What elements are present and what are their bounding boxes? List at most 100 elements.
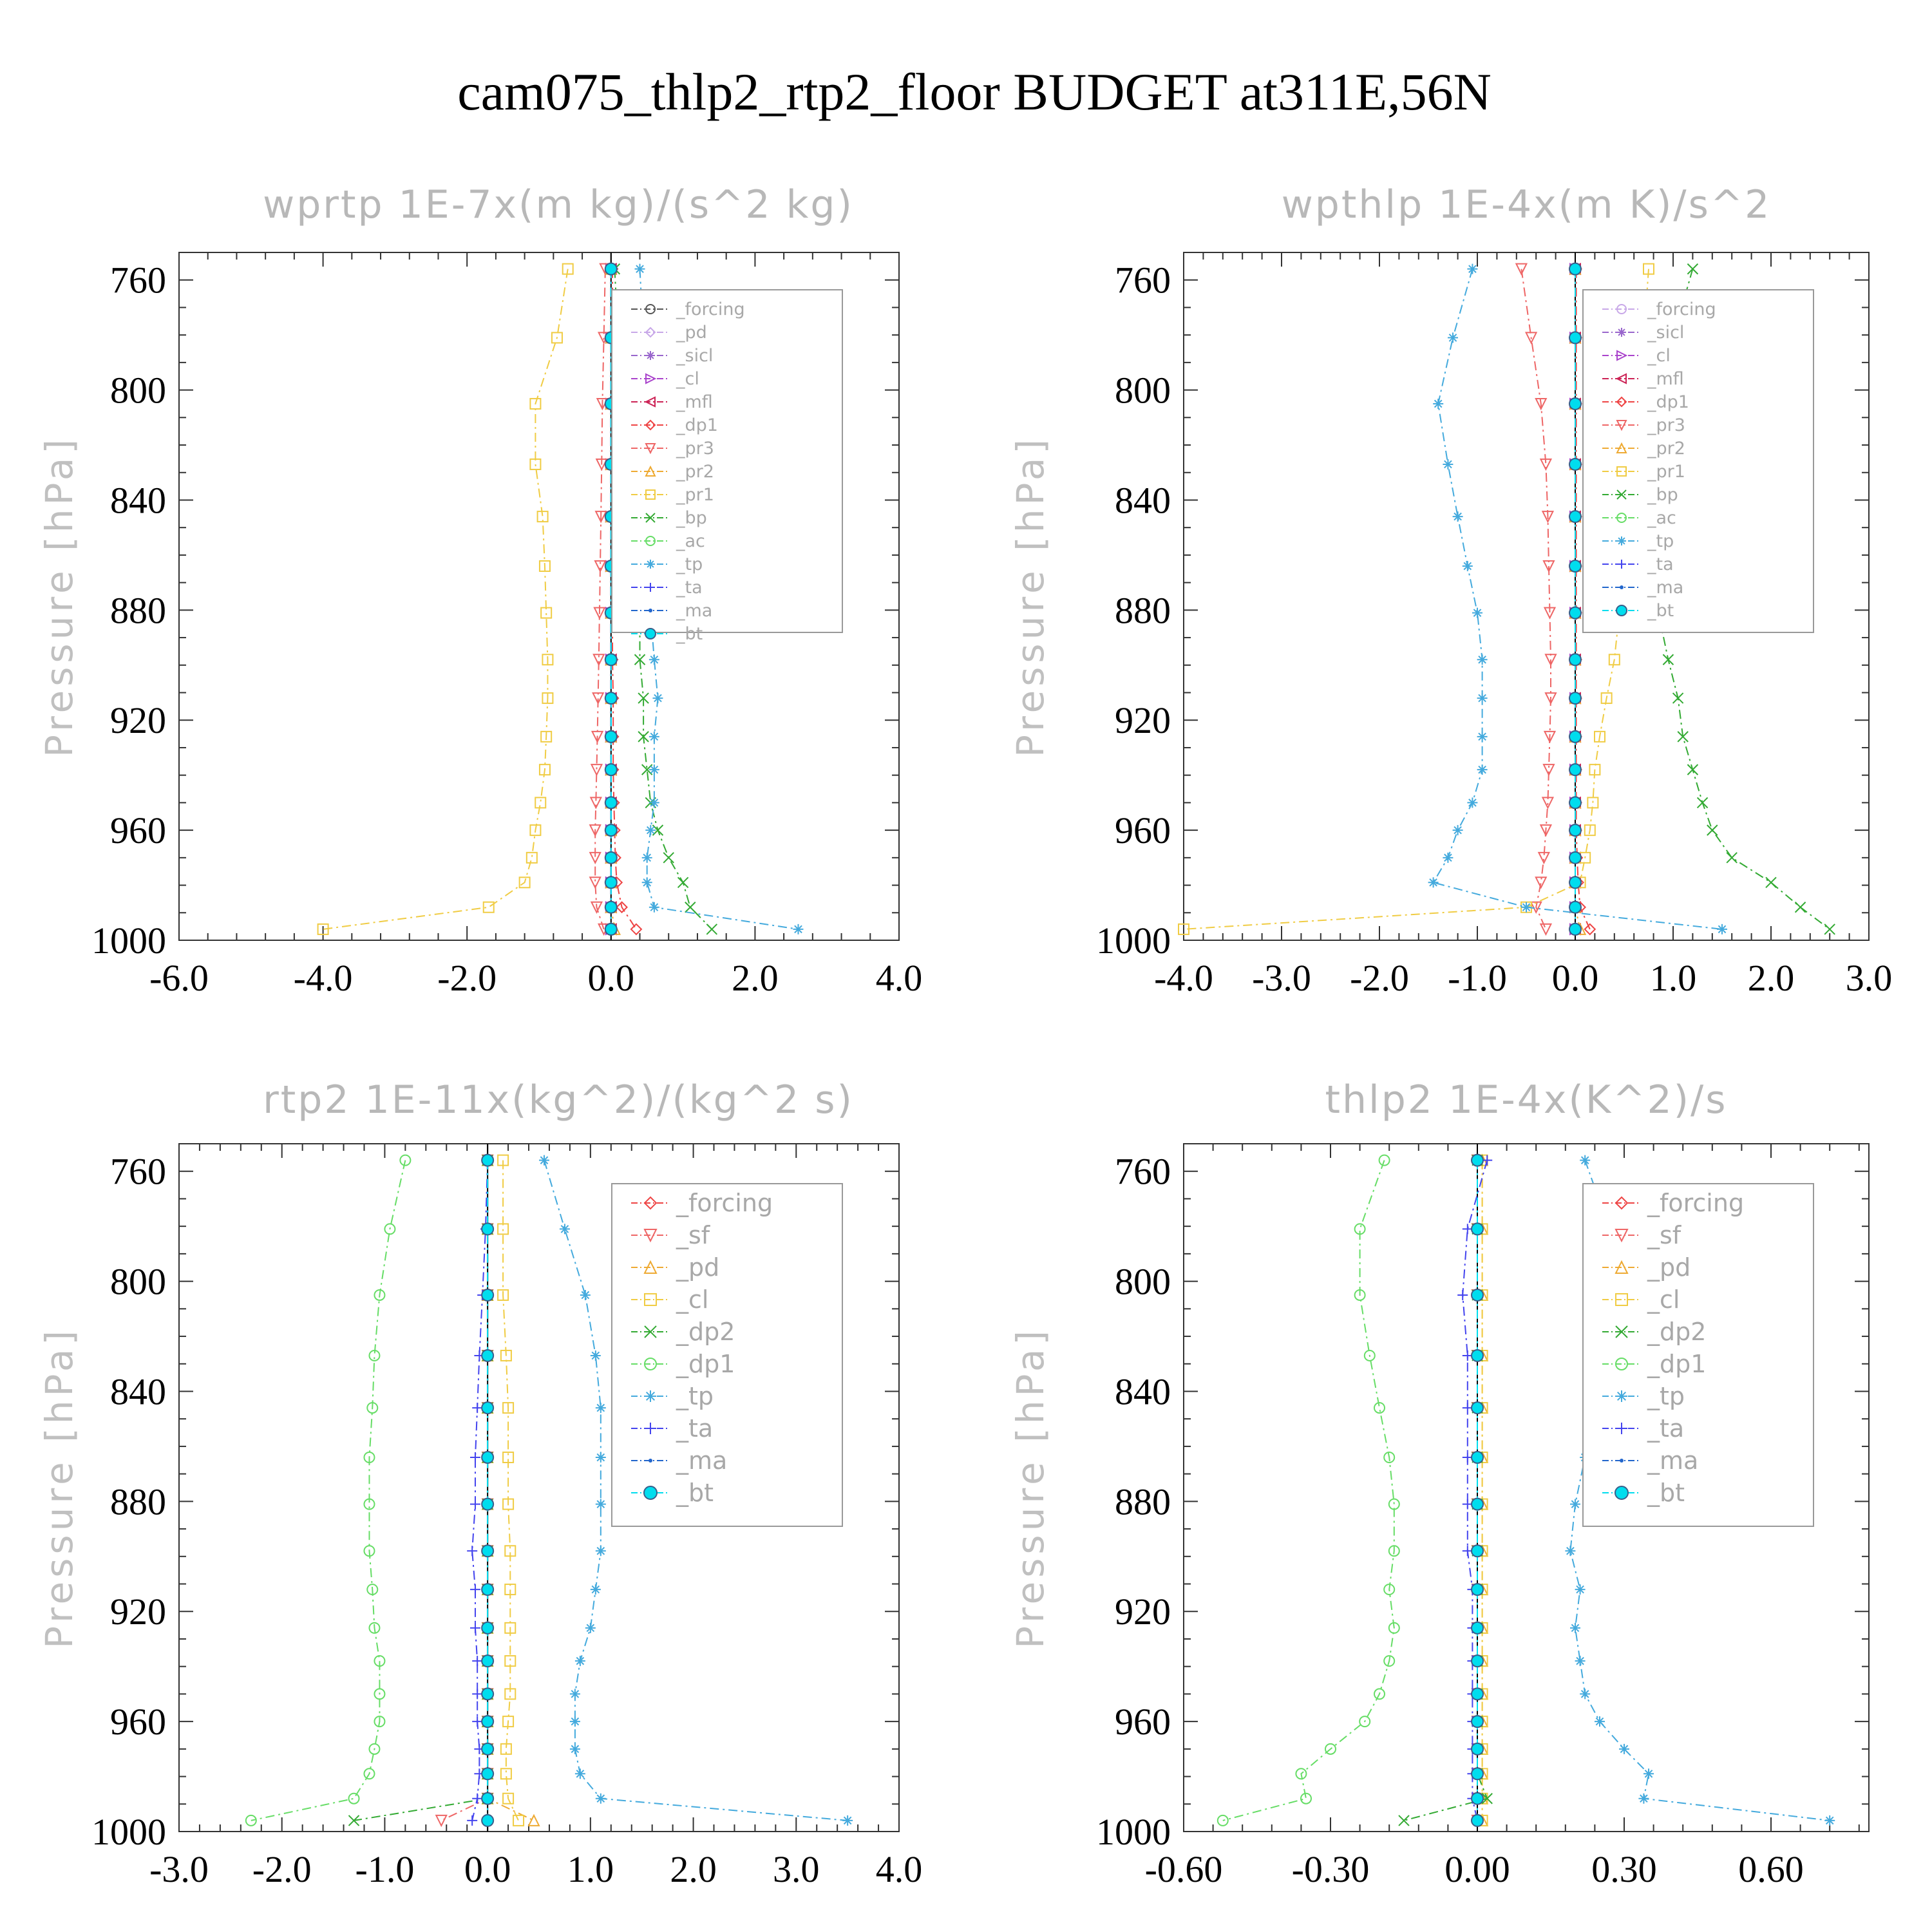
data-point	[529, 458, 542, 470]
data-point	[641, 852, 652, 863]
data-point	[1696, 797, 1709, 809]
data-point	[1354, 1223, 1366, 1235]
data-point	[374, 1289, 386, 1301]
legend-marker	[1617, 560, 1626, 569]
legend-label: _tp	[676, 554, 703, 574]
legend-label: _dp2	[676, 1318, 735, 1346]
legend-label: _ma	[1647, 578, 1683, 598]
data-point	[1569, 900, 1582, 914]
x-tick-label: -2.0	[252, 1848, 312, 1890]
data-point	[469, 1584, 480, 1595]
data-point	[1398, 1815, 1410, 1826]
legend-label: _ta	[1647, 1414, 1684, 1443]
data-point	[1687, 764, 1699, 775]
data-point	[1672, 692, 1684, 704]
data-point	[1383, 1584, 1396, 1596]
data-point	[559, 1224, 570, 1235]
data-point	[1677, 731, 1689, 743]
legend-label: _ac	[1647, 508, 1676, 528]
plot-frame	[1183, 1143, 1870, 1832]
legend-marker	[1617, 536, 1626, 545]
x-tick-label: -4.0	[294, 957, 353, 999]
data-point	[374, 1655, 386, 1667]
legend-label: _bt	[676, 624, 703, 644]
data-point	[1569, 763, 1582, 777]
data-point	[1521, 902, 1531, 913]
legend-marker	[646, 583, 655, 592]
data-point	[1541, 797, 1555, 810]
y-tick-label: 960	[110, 1701, 166, 1743]
chart-panel-4: thlp2 1E-4x(K^2)/s Pressure [hPa] -0.60 -0.…	[1009, 1077, 1870, 1890]
data-point	[368, 1622, 381, 1634]
data-point	[504, 1655, 516, 1667]
data-point	[1472, 607, 1482, 618]
legend-label: _pd	[676, 323, 707, 343]
data-point	[1295, 1768, 1307, 1780]
series-line	[502, 1160, 519, 1821]
x-tick-label: 3.0	[1846, 957, 1893, 999]
data-point	[368, 1349, 381, 1361]
y-tick-label: 760	[1115, 1151, 1171, 1193]
data-point	[497, 1289, 509, 1301]
legend-marker	[643, 1486, 658, 1500]
data-point	[604, 851, 618, 864]
y-tick-label: 800	[110, 1261, 166, 1303]
panel-title: thlp2 1E-4x(K^2)/s	[1325, 1077, 1727, 1122]
data-point	[1388, 1622, 1400, 1634]
data-point	[374, 1716, 386, 1728]
legend-marker	[644, 1293, 657, 1306]
data-point	[592, 692, 605, 705]
data-point	[481, 1654, 495, 1668]
legend-label: _bt	[1647, 601, 1674, 621]
data-point	[649, 654, 659, 665]
data-point	[616, 901, 628, 914]
data-point	[540, 730, 553, 743]
data-point	[1471, 1349, 1484, 1362]
data-point	[1794, 902, 1806, 913]
data-point	[481, 1349, 495, 1362]
data-point	[481, 1222, 495, 1236]
data-point	[472, 1689, 483, 1700]
data-point	[589, 824, 601, 837]
x-tick-label: 0.60	[1738, 1848, 1804, 1890]
data-point	[1580, 1689, 1591, 1700]
data-point	[1569, 606, 1582, 620]
y-tick-label: 960	[1115, 810, 1171, 851]
data-point	[569, 1743, 580, 1754]
x-tick-label: -1.0	[1448, 957, 1507, 999]
data-point	[1535, 876, 1548, 889]
data-point	[652, 693, 663, 704]
legend-label: _dp1	[1647, 392, 1689, 412]
data-point	[467, 1546, 478, 1557]
legend-marker	[645, 1423, 656, 1434]
x-tick-label: 0.0	[588, 957, 635, 999]
series-line	[487, 1160, 535, 1821]
data-point	[1471, 1814, 1484, 1827]
legend-marker	[645, 443, 656, 455]
data-point	[1765, 876, 1777, 888]
data-point	[472, 1656, 483, 1667]
data-point	[504, 1688, 516, 1700]
data-point	[482, 901, 495, 913]
series-tp	[1428, 263, 1727, 934]
data-point	[1471, 1497, 1484, 1511]
legend-marker	[1615, 1196, 1629, 1210]
y-tick-label: 800	[1115, 1261, 1171, 1303]
series-line	[1520, 269, 1551, 930]
data-point	[472, 1716, 483, 1727]
x-tick-label: -6.0	[149, 957, 209, 999]
legend: _forcing _sf _pd _cl _dp2 _dp1 _tp _ta _ma _bt	[1582, 1183, 1814, 1527]
x-tick-label: 2.0	[1748, 957, 1795, 999]
data-point	[481, 1497, 495, 1511]
data-point	[1824, 1815, 1835, 1826]
data-point	[538, 560, 551, 573]
series-bt	[1569, 262, 1582, 936]
plot-frame	[178, 252, 900, 941]
y-tick-label: 840	[1115, 479, 1171, 521]
y-tick-label: 1000	[1096, 1811, 1171, 1853]
data-point	[481, 1288, 495, 1302]
data-point	[1542, 560, 1555, 573]
data-point	[535, 797, 547, 809]
data-point	[1569, 851, 1582, 864]
data-point	[502, 1452, 515, 1464]
